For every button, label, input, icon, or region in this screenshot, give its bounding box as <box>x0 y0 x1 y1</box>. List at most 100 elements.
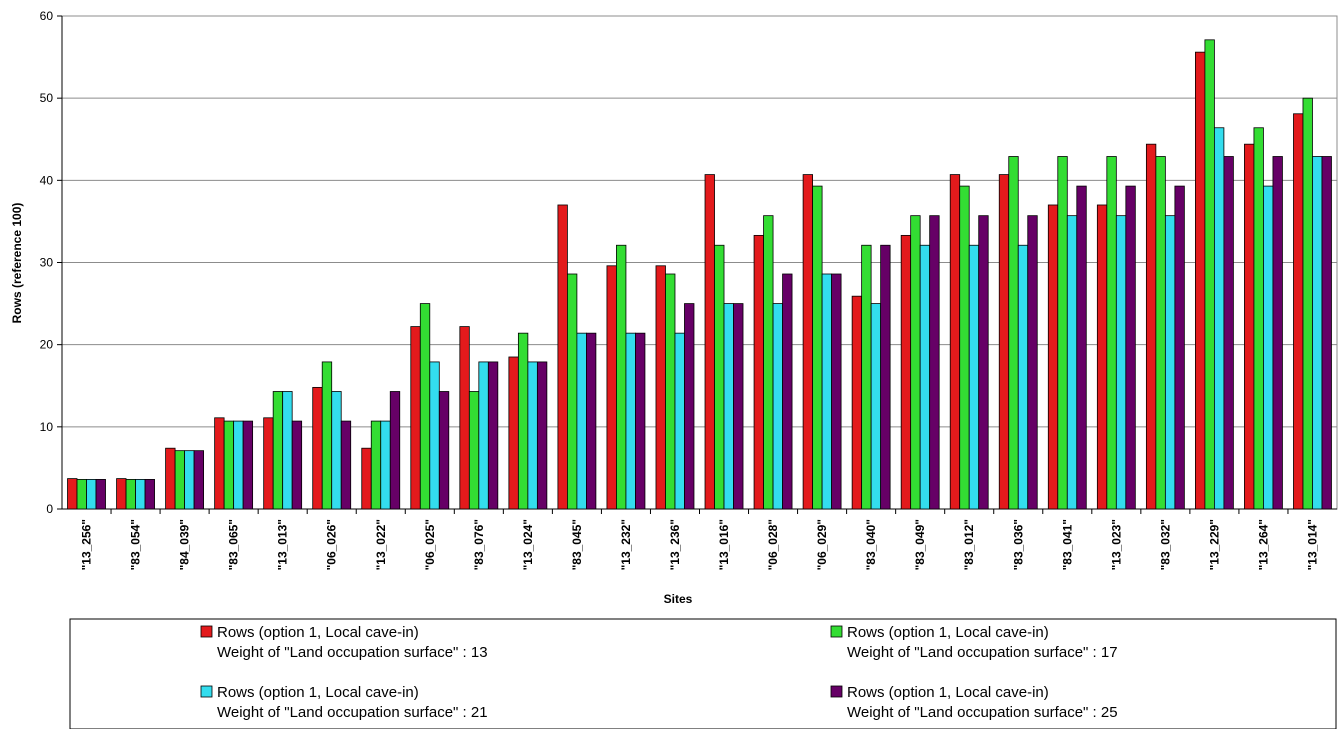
x-tick-label: "84_039" <box>178 519 192 570</box>
bar <box>714 244 725 510</box>
bar <box>272 391 284 510</box>
x-tick-label: "83_065" <box>227 519 241 570</box>
bar <box>929 215 940 510</box>
bar <box>1008 156 1019 510</box>
bar <box>95 479 106 510</box>
legend-swatch <box>830 685 843 698</box>
bar <box>753 234 764 510</box>
bars <box>67 39 1332 510</box>
bar <box>389 391 401 510</box>
legend-item: Rows (option 1, Local cave-in) Weight of … <box>830 684 1118 721</box>
bar <box>606 265 617 510</box>
y-tick-label: 50 <box>40 91 54 105</box>
bar <box>968 244 980 510</box>
bar <box>586 332 597 510</box>
x-tick-label: "83_045" <box>570 519 584 570</box>
bar <box>233 420 244 510</box>
bar <box>1047 204 1059 510</box>
bar <box>1164 215 1176 510</box>
bar <box>223 420 235 510</box>
legend-sublabel: Weight of "Land occupation surface" : 21 <box>217 704 488 721</box>
x-tick-label: "13_022" <box>374 519 388 570</box>
bar <box>1223 156 1234 510</box>
legend-sublabel: Weight of "Land occupation surface" : 25 <box>847 704 1118 721</box>
x-axis-title: Sites <box>664 592 693 606</box>
bar <box>312 386 323 510</box>
bar <box>704 174 715 510</box>
bar <box>429 361 440 510</box>
legend-swatch <box>200 685 213 698</box>
x-tick-label: "13_236" <box>668 519 682 570</box>
legend-sublabel: Weight of "Land occupation surface" : 17 <box>847 644 1118 661</box>
bar <box>487 361 499 510</box>
x-tick-label: "13_013" <box>276 519 290 570</box>
y-tick-label: 30 <box>40 256 54 270</box>
bar <box>723 303 734 510</box>
bar <box>331 391 342 510</box>
bar <box>1076 185 1087 510</box>
y-tick-label: 40 <box>40 173 54 187</box>
bar <box>1302 97 1313 510</box>
bar <box>1057 156 1068 510</box>
bar <box>1115 215 1127 510</box>
legend-label: Rows (option 1, Local cave-in) <box>217 684 419 701</box>
bar <box>821 273 832 510</box>
bar <box>527 361 538 510</box>
bar <box>508 356 519 510</box>
bar <box>733 303 744 510</box>
bar <box>1125 185 1136 510</box>
bar <box>1106 156 1117 510</box>
x-tick-label: "13_229" <box>1207 519 1221 570</box>
bar <box>812 185 823 510</box>
legend-box <box>69 618 1337 729</box>
legend-item: Rows (option 1, Local cave-in) Weight of … <box>830 624 1118 661</box>
bar <box>870 303 882 510</box>
bar <box>880 244 891 510</box>
bar <box>135 479 146 510</box>
x-tick-label: "13_264" <box>1256 519 1270 570</box>
bar <box>76 479 87 510</box>
bar <box>242 420 254 510</box>
bar <box>193 450 205 510</box>
bar <box>86 479 97 510</box>
bar <box>1027 215 1038 510</box>
x-tick-label: "13_016" <box>717 519 731 570</box>
bar <box>802 174 813 510</box>
x-tick-label: "06_029" <box>815 519 829 570</box>
bar <box>144 479 155 510</box>
bar <box>1293 113 1304 510</box>
x-tick-label: "83_076" <box>472 519 486 570</box>
bar <box>116 478 127 510</box>
bar <box>291 420 303 510</box>
bar <box>1174 185 1185 510</box>
x-tick-label: "83_040" <box>864 519 878 570</box>
x-tick-label: "13_232" <box>619 519 633 570</box>
y-axis-ticks: 0 10 20 30 40 50 60 <box>40 9 62 516</box>
bar <box>576 332 587 510</box>
bar <box>851 295 863 510</box>
bar <box>1214 127 1225 510</box>
bar <box>831 273 842 510</box>
x-tick-label: "13_023" <box>1109 519 1123 570</box>
bar <box>1017 244 1029 510</box>
bar <box>459 326 470 510</box>
legend-swatch <box>830 625 843 638</box>
bar <box>478 361 489 510</box>
x-tick-label: "13_014" <box>1306 519 1320 570</box>
y-tick-label: 10 <box>40 420 54 434</box>
y-tick-label: 20 <box>40 338 54 352</box>
x-tick-label: "83_032" <box>1158 519 1172 570</box>
bar <box>772 303 783 510</box>
gridlines <box>62 15 1337 428</box>
bar <box>1321 156 1332 510</box>
bar <box>655 265 666 510</box>
bar <box>949 174 961 510</box>
bar <box>321 361 333 510</box>
legend-swatch <box>200 625 213 638</box>
bar <box>1263 185 1274 510</box>
bar <box>517 332 529 510</box>
bar <box>998 174 1010 510</box>
bar <box>282 391 293 510</box>
y-axis-title: Rows (reference 100) <box>10 203 24 324</box>
legend-label: Rows (option 1, Local cave-in) <box>847 684 1049 701</box>
